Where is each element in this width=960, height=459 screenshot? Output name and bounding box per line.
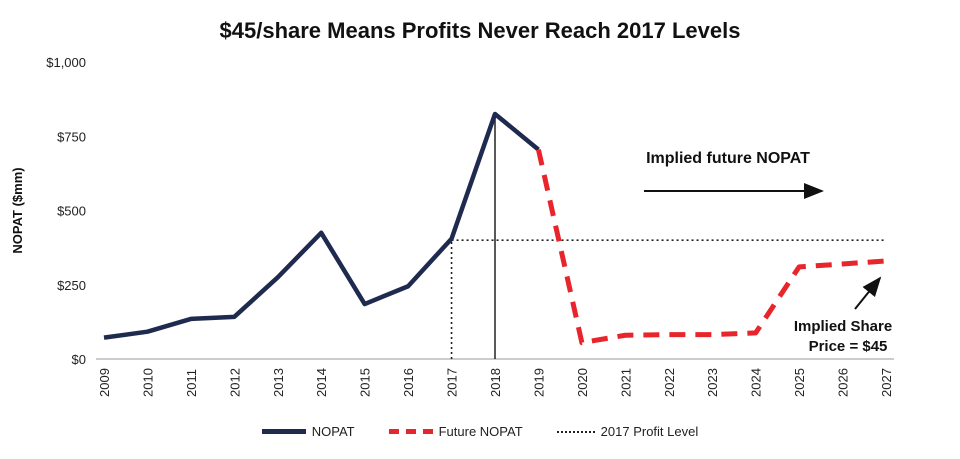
x-tick-label: 2016 bbox=[401, 368, 416, 397]
y-tick-label: $1,000 bbox=[46, 55, 86, 70]
series-line-nopat bbox=[103, 111, 540, 340]
x-tick-labels: 2009 2010 2011 2012 2013 2014 2015 2016 2017 2018… bbox=[97, 368, 894, 397]
legend: NOPAT Future NOPAT 2017 Profit Level bbox=[0, 424, 960, 439]
annotation-share-line1: Implied Share bbox=[794, 318, 892, 335]
x-tick-label: 2014 bbox=[314, 368, 329, 397]
x-tick-label: 2018 bbox=[488, 368, 503, 397]
annotation-share-line2: Price = $45 bbox=[809, 338, 888, 355]
x-tick-label: 2020 bbox=[575, 368, 590, 397]
x-tick-label: 2013 bbox=[271, 368, 286, 397]
x-tick-label: 2019 bbox=[531, 368, 546, 397]
x-tick-label: 2021 bbox=[618, 368, 633, 397]
chart-title: $45/share Means Profits Never Reach 2017… bbox=[219, 18, 741, 43]
x-tick-label: 2015 bbox=[358, 368, 373, 397]
series-lines bbox=[103, 111, 887, 346]
x-tick-label: 2026 bbox=[836, 368, 851, 397]
x-tick-label: 2024 bbox=[749, 368, 764, 397]
y-tick-label: $750 bbox=[57, 129, 86, 144]
legend-item-future-nopat: Future NOPAT bbox=[388, 424, 523, 439]
legend-swatch-nopat bbox=[261, 429, 306, 434]
x-tick-label: 2010 bbox=[140, 368, 155, 397]
legend-label-future-nopat: Future NOPAT bbox=[438, 424, 523, 439]
y-tick-label: $500 bbox=[57, 204, 86, 219]
y-tick-label: $250 bbox=[57, 278, 86, 293]
x-tick-label: 2023 bbox=[705, 368, 720, 397]
legend-label-nopat: NOPAT bbox=[311, 424, 355, 439]
x-tick-label: 2027 bbox=[879, 368, 894, 397]
y-tick-labels: $0 $250 $500 $750 $1,000 bbox=[46, 55, 86, 367]
x-tick-label: 2025 bbox=[792, 368, 807, 397]
legend-item-2017-profit-level: 2017 Profit Level bbox=[556, 424, 699, 439]
legend-swatch-2017-profit-level bbox=[556, 430, 595, 433]
legend-swatch-future-nopat bbox=[388, 429, 433, 434]
x-tick-label: 2012 bbox=[227, 368, 242, 397]
annotation-arrow-share bbox=[854, 276, 882, 310]
y-tick-label: $0 bbox=[72, 352, 86, 367]
legend-item-nopat: NOPAT bbox=[261, 424, 355, 439]
x-tick-label: 2017 bbox=[445, 368, 460, 397]
line-chart: NOPAT ($mm) $0 $250 $500 $750 $1,000 2009 201… bbox=[10, 55, 894, 397]
reference-lines bbox=[450, 113, 886, 359]
x-tick-label: 2022 bbox=[662, 368, 677, 397]
y-axis-title-group: NOPAT ($mm) bbox=[10, 167, 25, 253]
y-axis-title: NOPAT ($mm) bbox=[10, 167, 25, 253]
legend-label-2017-profit-level: 2017 Profit Level bbox=[600, 424, 699, 439]
annotations: Implied future NOPAT Implied Share Price… bbox=[644, 150, 892, 355]
series-line-future-nopat bbox=[536, 149, 887, 346]
x-tick-label: 2009 bbox=[97, 368, 112, 397]
x-tick-label: 2011 bbox=[184, 369, 199, 397]
annotation-implied-future: Implied future NOPAT bbox=[646, 150, 810, 167]
